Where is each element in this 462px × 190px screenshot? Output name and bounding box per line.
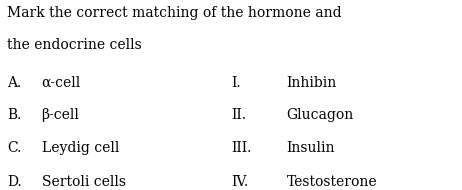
- Text: I.: I.: [231, 76, 241, 90]
- Text: β-cell: β-cell: [42, 108, 79, 122]
- Text: III.: III.: [231, 141, 251, 155]
- Text: Testosterone: Testosterone: [286, 175, 377, 189]
- Text: C.: C.: [7, 141, 21, 155]
- Text: Mark the correct matching of the hormone and: Mark the correct matching of the hormone…: [7, 6, 341, 20]
- Text: α-cell: α-cell: [42, 76, 81, 90]
- Text: II.: II.: [231, 108, 246, 122]
- Text: A.: A.: [7, 76, 21, 90]
- Text: IV.: IV.: [231, 175, 248, 189]
- Text: Insulin: Insulin: [286, 141, 335, 155]
- Text: Glucagon: Glucagon: [286, 108, 354, 122]
- Text: the endocrine cells: the endocrine cells: [7, 38, 142, 52]
- Text: B.: B.: [7, 108, 21, 122]
- Text: Inhibin: Inhibin: [286, 76, 337, 90]
- Text: D.: D.: [7, 175, 22, 189]
- Text: Sertoli cells: Sertoli cells: [42, 175, 126, 189]
- Text: Leydig cell: Leydig cell: [42, 141, 119, 155]
